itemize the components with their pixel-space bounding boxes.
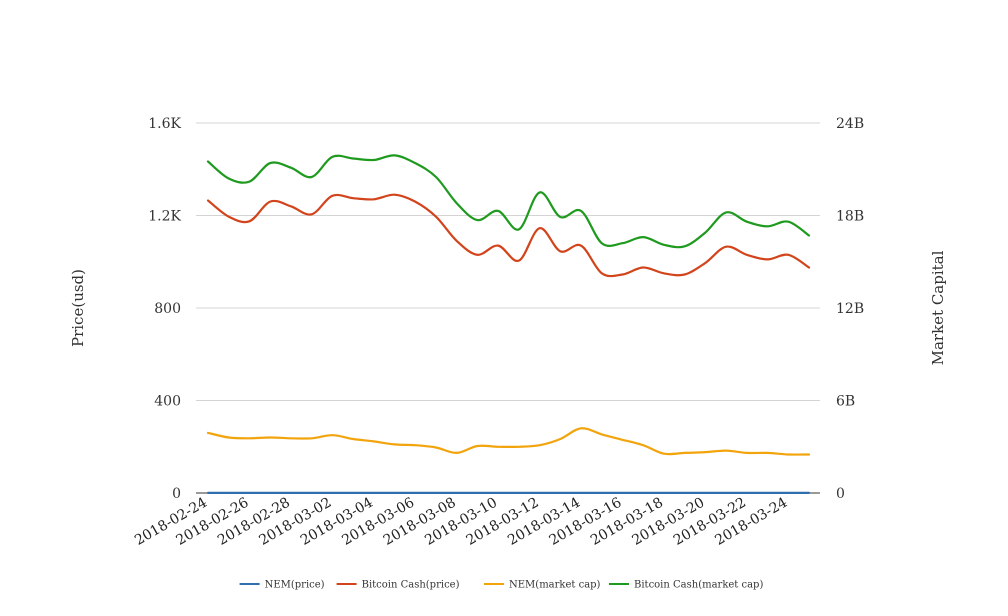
legend-label: Bitcoin Cash(price) <box>362 580 460 591</box>
series-line-bitcoin-cash-market-cap <box>206 154 811 249</box>
y-left-tick-label: 0 <box>172 486 181 502</box>
left-y-axis-ticks: 0 400 800 1.2K 1.6K <box>148 116 181 502</box>
y-left-tick-label: 400 <box>154 394 181 410</box>
legend: NEM(price) Bitcoin Cash(price) NEM(market … <box>239 580 763 591</box>
legend-item[interactable]: NEM(market cap) <box>484 580 601 591</box>
y-left-tick-label: 1.6K <box>148 116 181 132</box>
y-right-tick-label: 6B <box>836 394 855 410</box>
y-left-tick-label: 1.2K <box>148 209 181 225</box>
series-line-nem-market-cap <box>206 427 811 456</box>
right-y-axis-ticks: 0 6B 12B 18B 24B <box>836 116 864 502</box>
x-axis-ticks: 2018-02-242018-02-262018-02-282018-03-02… <box>132 495 790 549</box>
y-right-tick-label: 12B <box>836 301 864 317</box>
legend-item[interactable]: Bitcoin Cash(price) <box>336 580 460 591</box>
y-axis-right-title: Market Capital <box>929 250 947 365</box>
legend-label: NEM(price) <box>265 580 325 591</box>
legend-label: NEM(market cap) <box>509 580 601 591</box>
legend-label: Bitcoin Cash(market cap) <box>634 580 763 591</box>
series-line-bitcoin-cash-price <box>206 193 811 278</box>
y-axis-left-title: Price(usd) <box>69 269 87 347</box>
y-right-tick-label: 18B <box>836 209 864 225</box>
legend-item[interactable]: NEM(price) <box>239 580 325 591</box>
y-right-tick-label: 24B <box>836 116 864 132</box>
y-left-tick-label: 800 <box>154 301 181 317</box>
y-right-tick-label: 0 <box>836 486 845 502</box>
legend-item[interactable]: Bitcoin Cash(market cap) <box>609 580 763 591</box>
series-lines <box>206 154 811 494</box>
